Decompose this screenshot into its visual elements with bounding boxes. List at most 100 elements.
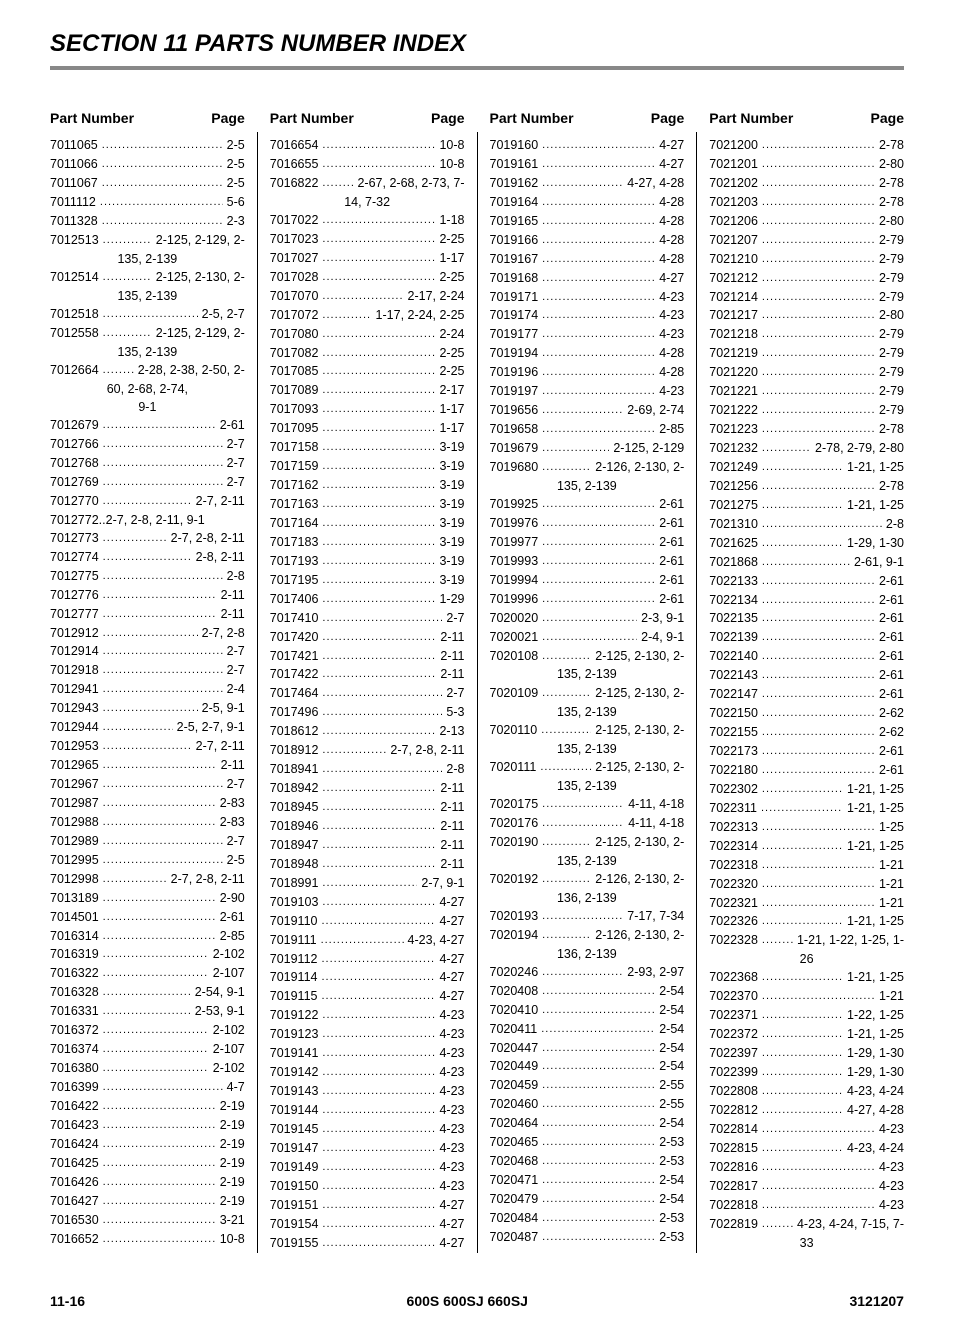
part-number: 7020411 bbox=[490, 1020, 538, 1038]
part-number: 7020479 bbox=[490, 1190, 539, 1208]
leader-dots bbox=[322, 1160, 435, 1176]
leader-dots bbox=[542, 573, 655, 589]
footer-page-number: 11-16 bbox=[50, 1293, 85, 1309]
part-number: 7019977 bbox=[490, 533, 539, 551]
part-number: 7021218 bbox=[709, 325, 758, 343]
column-divider bbox=[257, 132, 258, 1253]
index-entry: 70221402-61 bbox=[709, 647, 904, 666]
page-reference: 3-21 bbox=[220, 1211, 245, 1229]
leader-dots bbox=[322, 1046, 435, 1062]
index-entry: 70218682-61, 9-1 bbox=[709, 553, 904, 572]
leader-dots bbox=[103, 777, 223, 793]
page-reference: 2-62 bbox=[879, 704, 904, 722]
leader-dots bbox=[542, 403, 623, 419]
page-reference: 2-3, 9-1 bbox=[641, 609, 684, 627]
index-entry: 70228154-23, 4-24 bbox=[709, 1139, 904, 1158]
part-number: 7019161 bbox=[490, 155, 539, 173]
leader-dots bbox=[322, 573, 435, 589]
index-entry: 70201112-125, 2-130, 2- bbox=[490, 758, 685, 777]
page-reference: 2-4, 9-1 bbox=[641, 628, 684, 646]
page-reference: 4-27 bbox=[439, 987, 464, 1005]
index-column: Part NumberPage70191604-2770191614-27701… bbox=[490, 110, 685, 1253]
page-reference: 2-54 bbox=[659, 1039, 684, 1057]
part-number: 7016423 bbox=[50, 1116, 99, 1134]
page-reference: 2-7 bbox=[227, 473, 245, 491]
part-number: 7017464 bbox=[270, 684, 319, 702]
index-entry: 70221342-61 bbox=[709, 591, 904, 610]
page-reference: 3-19 bbox=[439, 533, 464, 551]
page-reference: 2-107 bbox=[213, 1040, 245, 1058]
page-reference: 4-28 bbox=[659, 250, 684, 268]
page-reference-continuation: 60, 2-68, 2-74, bbox=[50, 380, 245, 398]
part-number: 7020410 bbox=[490, 1001, 539, 1019]
page-reference: 2-25 bbox=[439, 362, 464, 380]
header-page: Page bbox=[871, 110, 904, 126]
leader-dots bbox=[542, 1173, 655, 1189]
index-entry: 70191554-27 bbox=[270, 1234, 465, 1253]
part-number: 7012776 bbox=[50, 586, 99, 604]
part-number: 7020408 bbox=[490, 982, 539, 1000]
part-number: 7013189 bbox=[50, 889, 99, 907]
index-entry: 70127742-8, 2-11 bbox=[50, 548, 245, 567]
part-number: 7019197 bbox=[490, 382, 539, 400]
index-entry: 70127702-7, 2-11 bbox=[50, 492, 245, 511]
page-reference: 4-23 bbox=[659, 325, 684, 343]
index-entry: 70212102-79 bbox=[709, 250, 904, 269]
index-entry: 70171633-19 bbox=[270, 495, 465, 514]
leader-dots bbox=[103, 910, 216, 926]
leader-dots bbox=[542, 214, 655, 230]
page-reference-continuation: 136, 2-139 bbox=[490, 945, 685, 963]
page-reference: 2-55 bbox=[659, 1076, 684, 1094]
leader-dots bbox=[103, 891, 216, 907]
leader-dots bbox=[762, 1179, 875, 1195]
part-number: 7012766 bbox=[50, 435, 99, 453]
page-reference: 5-6 bbox=[227, 193, 245, 211]
page-reference: 1-29, 1-30 bbox=[847, 1044, 904, 1062]
leader-dots bbox=[103, 947, 209, 963]
page-reference: 2-5 bbox=[227, 174, 245, 192]
index-entry: 70201092-125, 2-130, 2- bbox=[490, 684, 685, 703]
section-title: SECTION 11 PARTS NUMBER INDEX bbox=[50, 20, 904, 66]
page-reference: 4-23 bbox=[439, 1063, 464, 1081]
page-reference: 1-21, 1-25 bbox=[847, 799, 904, 817]
part-number: 7012775 bbox=[50, 567, 99, 585]
page-reference: 2-19 bbox=[220, 1116, 245, 1134]
page-reference: 1-25 bbox=[879, 818, 904, 836]
leader-dots bbox=[762, 1027, 843, 1043]
leader-dots bbox=[322, 762, 442, 778]
leader-dots bbox=[541, 723, 591, 739]
index-entry: 70201922-126, 2-130, 2- bbox=[490, 870, 685, 889]
leader-dots bbox=[103, 985, 191, 1001]
page-reference: 2-7 bbox=[227, 642, 245, 660]
part-number: 7022399 bbox=[709, 1063, 758, 1081]
index-entry: 70129882-83 bbox=[50, 813, 245, 832]
index-entry: 70127772-11 bbox=[50, 605, 245, 624]
part-number: 7019122 bbox=[270, 1006, 319, 1024]
index-entry: 70204492-54 bbox=[490, 1057, 685, 1076]
page-reference-continuation: 33 bbox=[709, 1234, 904, 1252]
leader-dots bbox=[762, 384, 875, 400]
index-entry: 70228194-23, 4-24, 7-15, 7- bbox=[709, 1215, 904, 1234]
page-reference: 2-79 bbox=[879, 288, 904, 306]
leader-dots bbox=[762, 403, 875, 419]
part-number: 7019993 bbox=[490, 552, 539, 570]
page-reference: 4-27 bbox=[439, 968, 464, 986]
leader-dots bbox=[322, 724, 435, 740]
index-entry: 70191614-27 bbox=[490, 155, 685, 174]
page-reference: 2-11 bbox=[440, 779, 464, 797]
page-reference: 2-7 bbox=[227, 832, 245, 850]
index-entry: 70189122-7, 2-8, 2-11 bbox=[270, 741, 465, 760]
index-entry: 70170271-17 bbox=[270, 249, 465, 268]
leader-dots bbox=[762, 1198, 875, 1214]
index-entry: 70129122-7, 2-8 bbox=[50, 624, 245, 643]
index-entry: 70163994-7 bbox=[50, 1078, 245, 1097]
header-part-number: Part Number bbox=[709, 110, 793, 126]
part-number: 7021249 bbox=[709, 458, 758, 476]
part-number: 7018991 bbox=[270, 874, 319, 892]
index-entry: 70191114-23, 4-27 bbox=[270, 931, 465, 950]
leader-dots bbox=[322, 800, 436, 816]
leader-dots bbox=[542, 290, 655, 306]
page-reference-continuation: 135, 2-139 bbox=[490, 740, 685, 758]
part-number: 7016314 bbox=[50, 927, 99, 945]
leader-dots bbox=[542, 384, 655, 400]
